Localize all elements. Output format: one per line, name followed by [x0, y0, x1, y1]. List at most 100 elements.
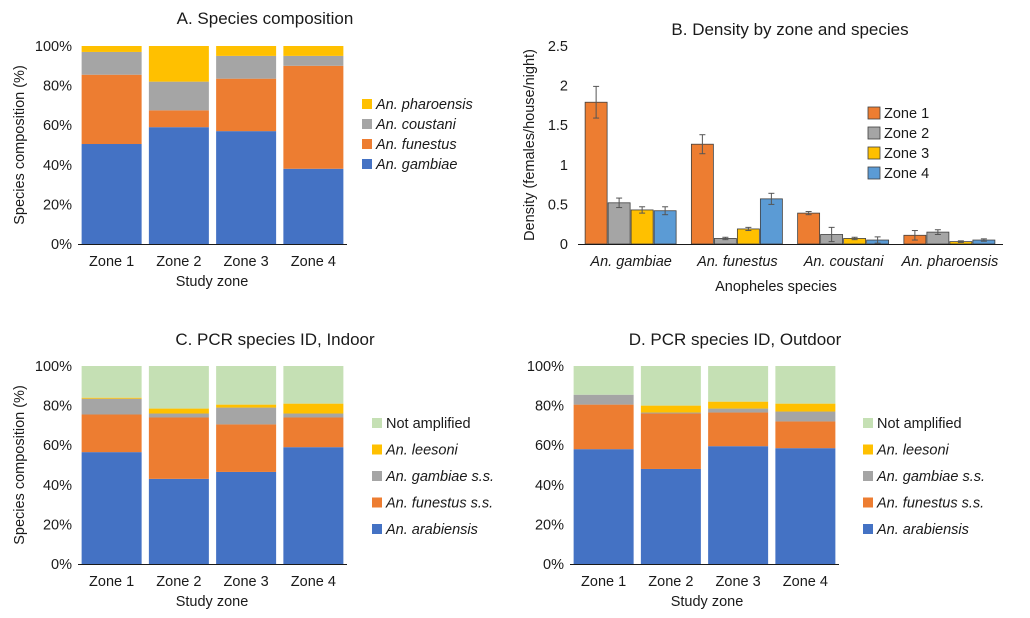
x-tick-label: An. funestus [696, 254, 778, 270]
legend-entry: An. leesoni [876, 443, 950, 459]
bar-segment [573, 366, 634, 395]
bar [736, 228, 760, 245]
bar-segment [216, 424, 277, 472]
bar-segment [573, 394, 634, 405]
bar-segment [775, 366, 836, 404]
bar-segment [216, 366, 277, 405]
y-tick-label: 0% [51, 237, 72, 253]
legend-swatch [362, 99, 372, 109]
legend-entry: An. pharoensis [375, 97, 473, 113]
bar-segment [640, 468, 701, 564]
x-tick-label: Zone 3 [224, 254, 269, 270]
legend-entry: An. gambiae s.s. [876, 469, 985, 485]
legend-entry: An. funestus s.s. [876, 496, 984, 512]
bar-segment [81, 397, 142, 399]
x-tick-label: An. pharoensis [901, 254, 999, 270]
bar [797, 212, 821, 245]
legend-swatch [362, 159, 372, 169]
chart-panel-1: A. Species composition 0% 20% 40% 60% 80% 100%… [12, 9, 473, 290]
chart-panel-4: D. PCR species ID, Outdoor 0% 20% 40% 60% 80%… [527, 330, 985, 610]
legend-entry: Zone 2 [884, 126, 929, 142]
bar [607, 202, 631, 245]
y-tick-label: 1.5 [548, 118, 568, 134]
legend-swatch [372, 418, 382, 428]
bar-segment [573, 449, 634, 564]
bar-segment [708, 408, 769, 413]
legend-swatch [863, 418, 873, 428]
bar-segment [148, 417, 209, 479]
bar-segment [81, 74, 142, 145]
legend-entry: An. coustani [375, 117, 457, 133]
bar-segment [148, 408, 209, 414]
y-tick-label: 20% [43, 197, 72, 213]
bar-segment [283, 403, 344, 414]
bar-segment [148, 366, 209, 409]
bar [690, 143, 714, 245]
x-tick-label: Zone 2 [648, 574, 693, 590]
legend: Not amplified An. leesoni An. gambiae s.s.… [372, 416, 494, 538]
y-tick-label: 40% [43, 158, 72, 174]
y-tick-label: 100% [35, 359, 72, 375]
bar-segment [81, 144, 142, 244]
legend-entry: An. gambiae [375, 157, 457, 173]
bar-segment [148, 110, 209, 128]
legend-entry: Zone 3 [884, 146, 929, 162]
y-tick-label: 100% [527, 359, 564, 375]
bar-segment [283, 366, 344, 404]
bar [759, 198, 783, 245]
legend-entry: An. arabiensis [385, 522, 478, 538]
x-axis-label: Study zone [671, 594, 744, 610]
legend-swatch [867, 146, 881, 160]
legend-swatch [372, 497, 382, 508]
bar [630, 209, 654, 245]
bar-segment [283, 447, 344, 564]
x-tick-label: Zone 4 [291, 574, 336, 590]
bar [584, 101, 608, 245]
x-tick-label: An. gambiae [589, 254, 671, 270]
legend-entry: An. arabiensis [876, 522, 969, 538]
bar-segment [283, 65, 344, 169]
bar-segment [283, 46, 344, 56]
bar-segment [640, 412, 701, 414]
bar-segment [81, 366, 142, 398]
y-tick-label: 20% [43, 517, 72, 533]
legend-swatch [362, 119, 372, 129]
legend-swatch [867, 106, 881, 120]
x-axis-label: Anopheles species [715, 279, 837, 295]
bar-segment [81, 398, 142, 415]
y-tick-label: 60% [43, 438, 72, 454]
bar-segment [81, 414, 142, 453]
y-tick-label: 20% [535, 517, 564, 533]
x-axis-label: Study zone [176, 594, 249, 610]
bar-segment [283, 413, 344, 418]
bar-segment [708, 401, 769, 409]
legend-entry: An. gambiae s.s. [385, 469, 494, 485]
bar-segment [775, 403, 836, 412]
y-axis-label: Species composition (%) [12, 385, 28, 545]
bar-segment [148, 413, 209, 418]
y-tick-label: 1 [560, 158, 568, 174]
legend-swatch [867, 166, 881, 180]
x-tick-label: Zone 2 [156, 254, 201, 270]
legend-entry: Zone 4 [884, 166, 929, 182]
bar-segment [775, 421, 836, 449]
legend-entry: Zone 1 [884, 106, 929, 122]
chart-title: D. PCR species ID, Outdoor [629, 330, 842, 349]
bar-segment [216, 407, 277, 425]
x-axis-label: Study zone [176, 274, 249, 290]
x-tick-label: Zone 4 [783, 574, 828, 590]
bar-segment [216, 471, 277, 564]
legend-entry: An. funestus [375, 137, 457, 153]
bar-segment [81, 46, 142, 52]
y-axis-label: Density (females/house/night) [522, 49, 538, 241]
bar-segment [775, 448, 836, 564]
y-tick-label: 80% [43, 399, 72, 415]
bar-segment [81, 452, 142, 564]
x-tick-label: Zone 2 [156, 574, 201, 590]
bar-segment [283, 55, 344, 66]
bar-segment [216, 131, 277, 244]
chart-title: A. Species composition [177, 9, 354, 28]
legend-swatch [867, 126, 881, 140]
y-tick-label: 60% [43, 118, 72, 134]
